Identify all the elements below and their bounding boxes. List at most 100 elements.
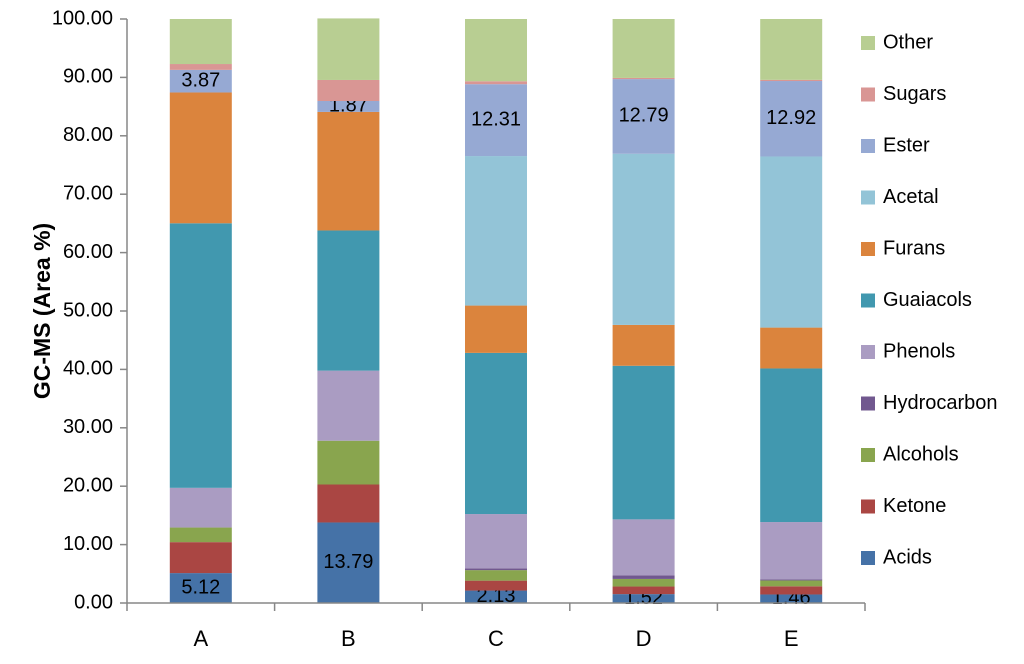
bar-D-acetal [612, 153, 675, 325]
bar-D-phenols [612, 519, 675, 576]
legend-swatch-ester [861, 139, 875, 153]
bar-A-furans [169, 92, 232, 224]
x-tick-label-C: C [488, 626, 504, 651]
y-tick-label: 60.00 [63, 241, 113, 263]
bar-B-phenols [317, 370, 380, 441]
data-label-B-acids: 13.79 [323, 551, 373, 573]
data-label-D-ester: 12.79 [619, 105, 669, 127]
y-tick-label: 10.00 [63, 533, 113, 555]
bar-E-furans [760, 327, 823, 369]
y-tick-label: 40.00 [63, 358, 113, 380]
y-tick-label: 90.00 [63, 66, 113, 88]
bar-B-acids [317, 522, 380, 603]
y-tick-label: 70.00 [63, 182, 113, 204]
y-tick-label: 30.00 [63, 416, 113, 438]
y-tick-label: 100.00 [52, 7, 113, 29]
legend-label-ketone: Ketone [883, 495, 946, 517]
bar-B-sugars [317, 79, 380, 101]
bar-D-ester [612, 79, 675, 154]
bar-D-guaiacols [612, 365, 675, 520]
bar-C-acids [465, 590, 527, 603]
data-label-C-ester: 12.31 [471, 108, 521, 130]
bar-E-sugars [760, 79, 823, 82]
x-tick-label-D: D [636, 626, 652, 651]
bar-A-acids [169, 573, 232, 603]
bar-C-other [465, 19, 527, 82]
bar-B-other [317, 18, 380, 80]
bar-C-furans [465, 305, 527, 353]
y-tick-label: 80.00 [63, 124, 113, 146]
bar-D-alcohols [612, 578, 675, 587]
bar-B-ester [317, 100, 380, 112]
legend-swatch-phenols [861, 345, 875, 359]
bar-E-acids [760, 594, 823, 603]
legend-label-phenols: Phenols [883, 340, 955, 362]
bar-E-alcohols [760, 580, 823, 587]
bar-E-guaiacols [760, 368, 823, 523]
bars-layer: 5.123.8713.791.872.1312.311.5212.791.461… [169, 18, 823, 609]
legend-label-acetal: Acetal [883, 186, 939, 208]
bar-D-hydrocarbon [612, 575, 675, 579]
x-tick-label-A: A [193, 626, 208, 651]
bar-D-sugars [612, 77, 675, 80]
bar-A-ketone [169, 542, 232, 574]
bar-B-guaiacols [317, 230, 380, 371]
bar-B-alcohols [317, 440, 380, 485]
bar-A-alcohols [169, 527, 232, 543]
bar-C-ester [465, 84, 527, 157]
legend-label-furans: Furans [883, 237, 945, 259]
bar-E-acetal [760, 156, 823, 328]
x-tick-label-E: E [784, 626, 799, 651]
bar-B-furans [317, 111, 380, 231]
y-axis-title: GC-MS (Area %) [29, 223, 55, 399]
bar-A-other [169, 19, 232, 65]
bar-E-hydrocarbon [760, 579, 823, 581]
bar-D-acids [612, 594, 675, 603]
legend-label-other: Other [883, 31, 933, 53]
bar-E-other [760, 19, 823, 80]
legend-swatch-acetal [861, 190, 875, 205]
bar-B-ketone [317, 484, 380, 523]
data-label-A-acids: 5.12 [181, 576, 220, 598]
legend-label-guaiacols: Guaiacols [883, 289, 972, 311]
x-tick-label-B: B [341, 626, 356, 651]
legend-swatch-sugars [861, 87, 875, 102]
data-label-A-ester: 3.87 [181, 69, 220, 91]
bar-C-acetal [465, 156, 527, 306]
bar-A-ester [169, 69, 232, 93]
axes-layer: A B C D E 0.00 10.00 20.00 30.00 40.00 50.00 60.00 7… [52, 7, 866, 651]
data-label-C-acids: 2.13 [477, 585, 516, 607]
legend-swatch-alcohols [861, 448, 875, 462]
legend-swatch-ketone [861, 499, 875, 514]
legend-swatch-furans [861, 242, 875, 256]
legend-swatch-guaiacols [861, 293, 875, 308]
legend-swatch-other [861, 36, 875, 50]
bar-C-phenols [465, 514, 527, 569]
bar-C-alcohols [465, 570, 527, 581]
bar-A-sugars [169, 64, 232, 70]
legend-label-sugars: Sugars [883, 83, 946, 105]
bar-A-phenols [169, 487, 232, 528]
bar-C-hydrocarbon [465, 568, 527, 571]
y-tick-label: 50.00 [63, 299, 113, 321]
bar-E-ester [760, 81, 823, 157]
y-tick-label: 20.00 [63, 474, 113, 496]
legend-label-alcohols: Alcohols [883, 443, 959, 465]
legend: Other Sugars Ester Acetal Furans Guaiacols Phe… [861, 31, 998, 568]
bar-E-ketone [760, 586, 823, 595]
bar-C-ketone [465, 580, 527, 591]
legend-label-acids: Acids [883, 546, 932, 568]
bar-D-other [612, 19, 675, 78]
data-label-E-ester: 12.92 [766, 107, 816, 129]
bar-C-guaiacols [465, 352, 527, 515]
legend-label-hydrocarbon: Hydrocarbon [883, 392, 998, 414]
y-tick-label: 0.00 [74, 591, 113, 613]
legend-label-ester: Ester [883, 134, 930, 156]
legend-swatch-acids [861, 551, 875, 565]
legend-swatch-hydrocarbon [861, 396, 875, 411]
bar-E-phenols [760, 522, 823, 580]
bar-D-furans [612, 324, 675, 366]
bar-D-ketone [612, 586, 675, 595]
bar-C-sugars [465, 81, 527, 85]
